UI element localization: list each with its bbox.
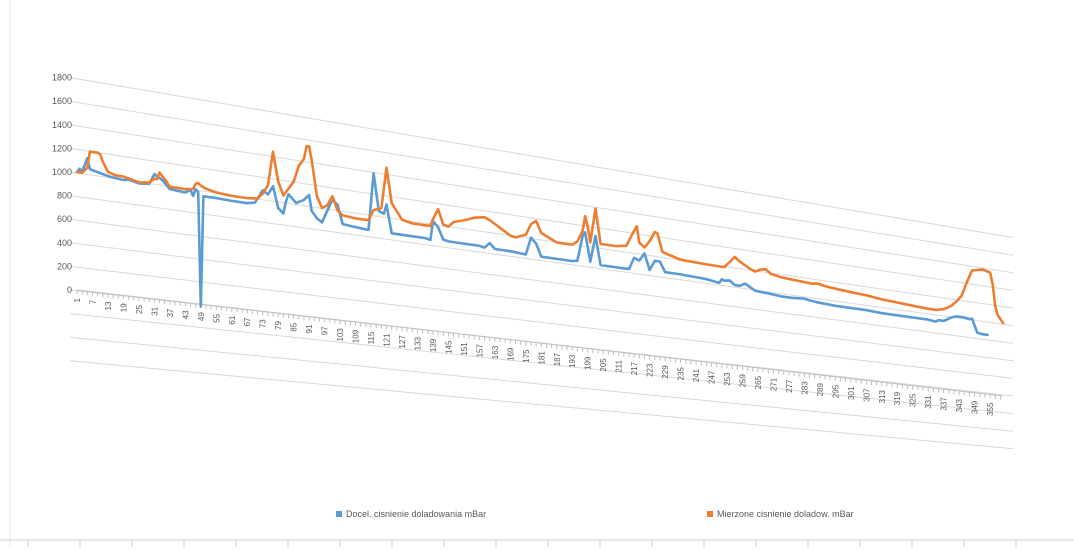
- x-tick-label: 25: [135, 305, 144, 314]
- gridline: [69, 313, 1014, 415]
- x-tick-label: 181: [537, 351, 546, 365]
- x-tick-label: 175: [522, 349, 531, 363]
- x-tick-label: 133: [413, 336, 422, 350]
- x-tick-label: 145: [444, 340, 453, 354]
- x-tick-label: 283: [800, 381, 809, 395]
- x-tick-label: 127: [398, 335, 407, 349]
- x-tick-label: 109: [352, 329, 361, 343]
- x-tick-label: 295: [831, 384, 840, 398]
- x-tick-label: 199: [584, 356, 593, 370]
- y-tick-label: 0: [67, 285, 72, 295]
- legend-item-series1: Docel. cisnienie doladowania mBar: [336, 509, 486, 519]
- gridline: [69, 218, 1014, 344]
- y-tick-label: 200: [57, 261, 72, 271]
- gridline: [69, 124, 1014, 274]
- x-tick-label: 121: [383, 333, 392, 347]
- x-tick-label: 73: [259, 319, 268, 328]
- x-tick-label: 337: [940, 397, 949, 411]
- x-tick-label: 241: [692, 368, 701, 382]
- gridline: [69, 336, 1014, 432]
- x-tick-label: 319: [893, 391, 902, 405]
- x-tick-label: 343: [955, 398, 964, 412]
- y-tick-label: 1800: [52, 73, 72, 83]
- x-tick-label: 67: [243, 317, 252, 326]
- gridline: [69, 195, 1014, 327]
- x-tick-label: 331: [924, 395, 933, 409]
- gridline: [69, 100, 1014, 256]
- x-tick-label: 247: [708, 370, 717, 384]
- x-tick-label: 97: [321, 326, 330, 335]
- y-tick-label: 600: [57, 214, 72, 224]
- x-axis: 1 7 13 19 25 31 37 43 49 55 61 67 73 79 85 91 97 103 109 11…: [73, 289, 1004, 416]
- x-tick-label: 193: [568, 354, 577, 368]
- legend-swatch-blue: [336, 511, 342, 517]
- x-tick-label: 61: [228, 315, 237, 324]
- x-tick-label: 307: [862, 388, 871, 402]
- x-tick-label: 325: [909, 393, 918, 407]
- y-tick-label: 400: [57, 238, 72, 248]
- x-tick-label: 85: [290, 322, 299, 331]
- y-tick-label: 1600: [52, 96, 72, 106]
- x-tick-label: 253: [723, 372, 732, 386]
- x-tick-label: 205: [599, 358, 608, 372]
- x-tick-label: 229: [661, 365, 670, 379]
- gridline: [69, 77, 1014, 239]
- x-tick-label: 313: [878, 390, 887, 404]
- x-axis-line: [76, 289, 1004, 397]
- x-tick-label: 103: [336, 328, 345, 342]
- legend-swatch-orange: [707, 511, 713, 517]
- x-tick-label: 169: [506, 347, 515, 361]
- gridline: [69, 147, 1014, 291]
- x-tick-label: 355: [986, 402, 995, 416]
- x-tick-label: 49: [197, 312, 206, 321]
- x-tick-label: 7: [88, 299, 97, 304]
- x-tick-label: 157: [475, 344, 484, 358]
- x-tick-label: 1: [73, 297, 82, 302]
- x-tick-label: 13: [104, 301, 113, 310]
- gridline: [69, 242, 1014, 362]
- x-tick-label: 115: [367, 331, 376, 344]
- legend-label-series2: Mierzone cisnienie doladow. mBar: [717, 509, 854, 519]
- gridline: [69, 171, 1014, 309]
- chart-series: [75, 144, 1005, 337]
- x-tick-label: 187: [553, 352, 562, 366]
- x-tick-label: 271: [769, 377, 778, 391]
- x-tick-label: 31: [150, 306, 159, 315]
- x-tick-label: 37: [166, 308, 175, 317]
- y-tick-label: 1000: [52, 167, 72, 177]
- chart-gridlines: [69, 77, 1014, 450]
- x-tick-label: 79: [274, 320, 283, 329]
- y-tick-label: 1200: [52, 143, 72, 153]
- x-tick-label: 55: [212, 313, 221, 322]
- x-tick-label: 211: [615, 359, 624, 372]
- x-tick-label: 235: [677, 367, 686, 381]
- x-tick-label: 349: [971, 400, 980, 414]
- series-line-2: [75, 144, 1005, 325]
- x-tick-label: 217: [630, 361, 639, 375]
- legend-label-series1: Docel. cisnienie doladowania mBar: [346, 509, 487, 519]
- x-tick-label: 43: [181, 310, 190, 319]
- gridline: [69, 360, 1014, 450]
- x-tick-label: 151: [460, 342, 469, 356]
- y-tick-label: 800: [57, 191, 72, 201]
- y-tick-label: 1400: [52, 120, 72, 130]
- x-tick-label: 223: [646, 363, 655, 377]
- x-tick-label: 163: [491, 345, 500, 359]
- x-tick-label: 289: [816, 382, 825, 396]
- y-axis: 0 200 400 600 800 1000 1200 1400 1600 1800: [52, 73, 72, 295]
- x-tick-label: 19: [119, 303, 128, 312]
- series-line-1: [75, 156, 989, 337]
- x-tick-label: 265: [754, 375, 763, 389]
- gridline: [69, 265, 1014, 379]
- x-tick-label: 301: [847, 386, 856, 400]
- x-tick-label: 259: [738, 374, 747, 388]
- x-tick-label: 91: [305, 324, 314, 333]
- x-tick-label: 139: [429, 338, 438, 352]
- legend-item-series2: Mierzone cisnienie doladow. mBar: [707, 509, 854, 519]
- x-tick-label: 277: [785, 379, 794, 393]
